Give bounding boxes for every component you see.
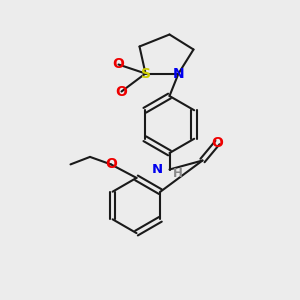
Text: O: O	[212, 136, 224, 149]
Text: N: N	[152, 163, 163, 176]
Text: H: H	[173, 167, 183, 180]
Text: O: O	[112, 58, 124, 71]
Text: O: O	[116, 85, 128, 98]
Text: S: S	[140, 67, 151, 80]
Text: N: N	[173, 67, 184, 80]
Text: O: O	[105, 158, 117, 171]
